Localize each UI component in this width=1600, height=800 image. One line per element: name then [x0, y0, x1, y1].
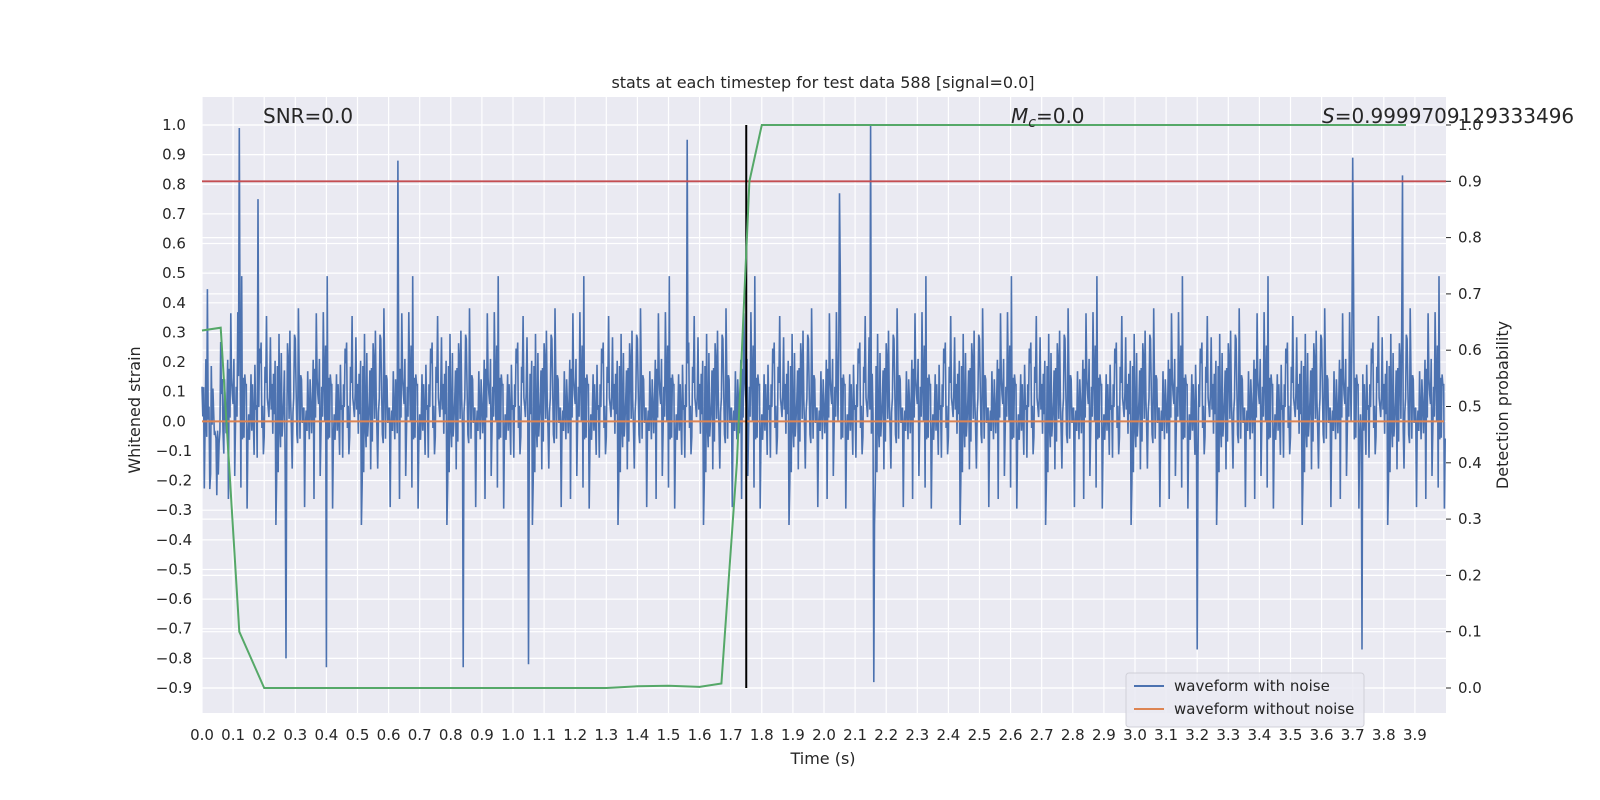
x-tick-label: 1.6 — [688, 726, 712, 744]
y2-axis-label: Detection probability — [1493, 321, 1512, 489]
x-tick-label: 0.8 — [439, 726, 463, 744]
y2-tick-label: 0.9 — [1458, 172, 1482, 190]
x-tick-label: 3.2 — [1185, 726, 1209, 744]
y2-tick-label: 0.0 — [1458, 679, 1482, 697]
y2-tick-label: 0.4 — [1458, 454, 1482, 472]
x-tick-label: 0.1 — [221, 726, 245, 744]
x-tick-label: 0.9 — [470, 726, 494, 744]
legend-box — [1125, 672, 1365, 728]
x-tick-label: 3.9 — [1403, 726, 1427, 744]
y-tick-label: −0.2 — [156, 472, 192, 490]
y-tick-label: 0.0 — [162, 412, 186, 430]
series-waveform-with-noise — [201, 124, 1446, 683]
y2-tick-label: 0.1 — [1458, 623, 1482, 641]
x-tick-label: 3.0 — [1123, 726, 1147, 744]
y-tick-label: −0.4 — [156, 531, 192, 549]
overlay-lines — [201, 124, 1446, 689]
y-tick-label: −0.5 — [156, 560, 192, 578]
x-tick-label: 0.3 — [283, 726, 307, 744]
tick-labels: 0.0 0.1 0.2 0.3 0.4 0.5 0.6 0.7 0.8 0.9 1.0 1.1 1.2 1… — [156, 116, 1482, 744]
y-tick-label: 0.1 — [162, 383, 186, 401]
x-tick-label: 1.4 — [625, 726, 649, 744]
y-tick-label: 0.9 — [162, 146, 186, 164]
y-tick-label: 0.3 — [162, 323, 186, 341]
y-tick-label: 0.6 — [162, 235, 186, 253]
x-tick-label: 1.1 — [532, 726, 556, 744]
y-tick-label: −0.7 — [156, 620, 192, 638]
x-tick-label: 1.2 — [563, 726, 587, 744]
x-tick-label: 1.7 — [719, 726, 743, 744]
x-axis-label: Time (s) — [789, 749, 855, 768]
x-tick-label: 2.8 — [1061, 726, 1085, 744]
x-tick-label: 0.6 — [377, 726, 401, 744]
x-tick-label: 0.7 — [408, 726, 432, 744]
x-tick-label: 2.6 — [999, 726, 1023, 744]
x-tick-label: 3.4 — [1247, 726, 1271, 744]
y2-tick-label: 1.0 — [1458, 116, 1482, 134]
x-tick-label: 0.2 — [252, 726, 276, 744]
x-tick-label: 3.1 — [1154, 726, 1178, 744]
y-tick-label: −0.9 — [156, 679, 192, 697]
x-tick-label: 0.0 — [190, 726, 214, 744]
y-tick-label: −0.1 — [156, 442, 192, 460]
y-tick-label: −0.3 — [156, 501, 192, 519]
y-axis-label: Whitened strain — [125, 346, 144, 473]
y2-tick-label: 0.5 — [1458, 398, 1482, 416]
x-tick-label: 2.3 — [905, 726, 929, 744]
x-tick-label: 0.4 — [314, 726, 338, 744]
x-tick-label: 2.7 — [1030, 726, 1054, 744]
x-tick-label: 1.0 — [501, 726, 525, 744]
chart-title: stats at each timestep for test data 588… — [611, 73, 1034, 92]
s-annotation: S=0.9999709129333496 — [1322, 104, 1574, 128]
x-tick-label: 2.2 — [874, 726, 898, 744]
x-tick-label: 0.5 — [346, 726, 370, 744]
y2-tick-label: 0.8 — [1458, 229, 1482, 247]
y2-tick-label: 0.6 — [1458, 341, 1482, 359]
y-tick-label: 0.7 — [162, 205, 186, 223]
x-tick-label: 1.3 — [594, 726, 618, 744]
x-tick-label: 3.7 — [1341, 726, 1365, 744]
y-tick-label: −0.8 — [156, 649, 192, 667]
y2-tick-label: 0.7 — [1458, 285, 1482, 303]
legend: waveform with noise waveform without noi… — [1125, 672, 1365, 728]
x-tick-label: 1.8 — [750, 726, 774, 744]
x-tick-label: 2.9 — [1092, 726, 1116, 744]
legend-label-clean: waveform without noise — [1174, 700, 1354, 718]
waveform-with-noise-line — [201, 124, 1446, 683]
y-tick-label: 1.0 — [162, 116, 186, 134]
x-tick-label: 3.5 — [1279, 726, 1303, 744]
y-tick-label: 0.4 — [162, 294, 186, 312]
mc-annotation: Mc=0.0 — [1011, 104, 1085, 131]
x-tick-label: 1.5 — [657, 726, 681, 744]
y-tick-label: 0.5 — [162, 264, 186, 282]
y-tick-label: 0.8 — [162, 175, 186, 193]
x-tick-label: 2.1 — [843, 726, 867, 744]
y-tick-label: 0.2 — [162, 353, 186, 371]
detection-probability-line — [201, 124, 1406, 689]
snr-annotation: SNR=0.0 — [263, 104, 353, 128]
x-tick-label: 2.0 — [812, 726, 836, 744]
legend-label-noise: waveform with noise — [1174, 677, 1330, 695]
x-tick-label: 3.3 — [1216, 726, 1240, 744]
x-tick-label: 3.6 — [1310, 726, 1334, 744]
x-tick-label: 1.9 — [781, 726, 805, 744]
x-tick-label: 2.4 — [936, 726, 960, 744]
y2-tick-label: 0.2 — [1458, 566, 1482, 584]
x-tick-label: 2.5 — [968, 726, 992, 744]
y-tick-label: −0.6 — [156, 590, 192, 608]
x-tick-label: 3.8 — [1372, 726, 1396, 744]
y2-tick-label: 0.3 — [1458, 510, 1482, 528]
